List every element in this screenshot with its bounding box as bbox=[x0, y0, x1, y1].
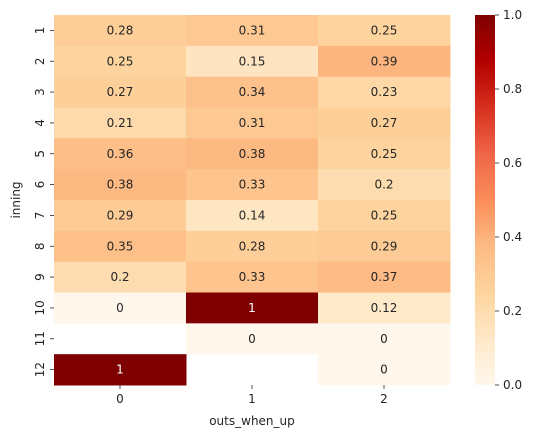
heatmap-cell-r1-c2 bbox=[318, 45, 451, 78]
x-tick-label-2: 2 bbox=[380, 392, 388, 406]
y-tick-label-8: 9 bbox=[33, 273, 47, 281]
colorbar-tick-label-0: 0.0 bbox=[503, 378, 522, 392]
y-axis-label: inning bbox=[9, 181, 23, 218]
cell-value-label-r0-c0: 0.28 bbox=[107, 23, 134, 37]
y-tick-label-2: 3 bbox=[33, 88, 47, 96]
cell-value-label-r5-c1: 0.33 bbox=[239, 178, 266, 192]
heatmap-cell-r5-c0 bbox=[54, 169, 187, 201]
cell-value-label-r0-c2: 0.25 bbox=[371, 23, 398, 37]
cell-value-label-r4-c2: 0.25 bbox=[371, 147, 398, 161]
heatmap-cell-r6-c1 bbox=[186, 200, 319, 232]
cell-value-label-r9-c2: 0.12 bbox=[371, 301, 398, 315]
heatmap-value-labels: 0.28 0.31 0.250.25 0.15 0.390.27 0.34 0.230.21… bbox=[107, 23, 398, 376]
cell-value-label-r1-c1: 0.15 bbox=[239, 54, 266, 68]
colorbar-tick-label-4: 0.8 bbox=[503, 82, 522, 96]
colorbar-tick-label-1: 0.2 bbox=[503, 304, 522, 318]
heatmap-cell-r2-c2 bbox=[318, 76, 451, 108]
heatmap-cell-r11-c0 bbox=[54, 354, 187, 386]
cell-value-label-r3-c0: 0.21 bbox=[107, 116, 134, 130]
y-tick-label-11: 12 bbox=[33, 362, 47, 377]
heatmap-cell-r8-c2 bbox=[318, 261, 451, 293]
heatmap-cell-r7-c2 bbox=[318, 230, 451, 263]
cell-value-label-r1-c0: 0.25 bbox=[107, 54, 134, 68]
colorbar-gradient bbox=[475, 15, 495, 385]
y-tick-label-5: 6 bbox=[33, 181, 47, 189]
x-axis: 0 1 2 bbox=[116, 385, 388, 406]
cell-value-label-r6-c2: 0.25 bbox=[371, 208, 398, 222]
cell-value-label-r2-c0: 0.27 bbox=[107, 85, 134, 99]
heatmap-cell-r9-c2 bbox=[318, 292, 451, 324]
colorbar: 0.0 0.2 0.4 0.6 0.8 1.0 bbox=[475, 8, 522, 392]
cell-value-label-r7-c0: 0.35 bbox=[107, 239, 134, 253]
cell-value-label-r7-c1: 0.28 bbox=[239, 239, 266, 253]
colorbar-tick-label-5: 1.0 bbox=[503, 8, 522, 22]
heatmap-cell-r4-c1 bbox=[186, 138, 319, 170]
colorbar-tick-label-2: 0.4 bbox=[503, 230, 522, 244]
heatmap-cell-r0-c1 bbox=[186, 15, 319, 47]
heatmap-cell-r5-c2 bbox=[318, 169, 451, 201]
cell-value-label-r4-c1: 0.38 bbox=[239, 147, 266, 161]
heatmap-cell-r4-c0 bbox=[54, 138, 187, 170]
y-tick-label-3: 4 bbox=[33, 119, 47, 127]
cell-value-label-r8-c1: 0.33 bbox=[239, 270, 266, 284]
y-tick-label-7: 8 bbox=[33, 242, 47, 250]
cell-value-label-r4-c0: 0.36 bbox=[107, 147, 134, 161]
heatmap-cell-r10-c1 bbox=[186, 323, 319, 355]
heatmap-cell-r2-c0 bbox=[54, 76, 187, 108]
heatmap-cell-r4-c2 bbox=[318, 138, 451, 170]
heatmap-cell-r7-c1 bbox=[186, 230, 319, 263]
heatmap-cell-r2-c1 bbox=[186, 76, 319, 108]
cell-value-label-r8-c0: 0.2 bbox=[110, 270, 129, 284]
heatmap-cell-r10-c2 bbox=[318, 323, 451, 355]
heatmap-cell-r3-c1 bbox=[186, 107, 319, 139]
heatmap-cell-r9-c0 bbox=[54, 292, 187, 324]
x-axis-label: outs_when_up bbox=[209, 414, 295, 428]
cell-value-label-r10-c1: 0 bbox=[248, 332, 256, 346]
heatmap-cell-r0-c2 bbox=[318, 15, 451, 47]
heatmap-cell-r5-c1 bbox=[186, 169, 319, 201]
cell-value-label-r6-c0: 0.29 bbox=[107, 208, 134, 222]
heatmap-cell-r3-c2 bbox=[318, 107, 451, 139]
cell-value-label-r3-c2: 0.27 bbox=[371, 116, 398, 130]
cell-value-label-r7-c2: 0.29 bbox=[371, 239, 398, 253]
heatmap-cell-r0-c0 bbox=[54, 15, 187, 47]
cell-value-label-r5-c0: 0.38 bbox=[107, 178, 134, 192]
x-tick-label-0: 0 bbox=[116, 392, 124, 406]
cell-value-label-r11-c0: 1 bbox=[116, 363, 124, 377]
cell-value-label-r0-c1: 0.31 bbox=[239, 23, 266, 37]
heatmap-cell-r1-c1 bbox=[186, 45, 319, 78]
y-tick-label-9: 10 bbox=[33, 300, 47, 315]
cell-value-label-r6-c1: 0.14 bbox=[239, 208, 266, 222]
y-tick-label-10: 11 bbox=[33, 331, 47, 346]
cell-value-label-r2-c1: 0.34 bbox=[239, 85, 266, 99]
cell-value-label-r5-c2: 0.2 bbox=[374, 178, 393, 192]
heatmap-cell-r1-c0 bbox=[54, 45, 187, 78]
y-tick-label-0: 1 bbox=[33, 27, 47, 35]
heatmap-cell-r11-c2 bbox=[318, 354, 451, 386]
y-tick-label-1: 2 bbox=[33, 57, 47, 65]
y-tick-label-4: 5 bbox=[33, 150, 47, 158]
cell-value-label-r9-c1: 1 bbox=[248, 301, 256, 315]
y-tick-label-6: 7 bbox=[33, 212, 47, 220]
cell-value-label-r2-c2: 0.23 bbox=[371, 85, 398, 99]
heatmap-cell-r9-c1 bbox=[186, 292, 319, 324]
cell-value-label-r11-c2: 0 bbox=[380, 363, 388, 377]
cell-value-label-r8-c2: 0.37 bbox=[371, 270, 398, 284]
x-tick-label-1: 1 bbox=[248, 392, 256, 406]
heatmap-cell-r3-c0 bbox=[54, 107, 187, 139]
heatmap-cell-r6-c0 bbox=[54, 200, 187, 232]
cell-value-label-r3-c1: 0.31 bbox=[239, 116, 266, 130]
heatmap-cell-r8-c0 bbox=[54, 261, 187, 293]
heatmap-cells bbox=[54, 15, 451, 386]
heatmap-cell-r8-c1 bbox=[186, 261, 319, 293]
colorbar-tick-label-3: 0.6 bbox=[503, 156, 522, 170]
cell-value-label-r1-c2: 0.39 bbox=[371, 54, 398, 68]
cell-value-label-r9-c0: 0 bbox=[116, 301, 124, 315]
heatmap-cell-r7-c0 bbox=[54, 230, 187, 263]
cell-value-label-r10-c2: 0 bbox=[380, 332, 388, 346]
heatmap-cell-r6-c2 bbox=[318, 200, 451, 232]
